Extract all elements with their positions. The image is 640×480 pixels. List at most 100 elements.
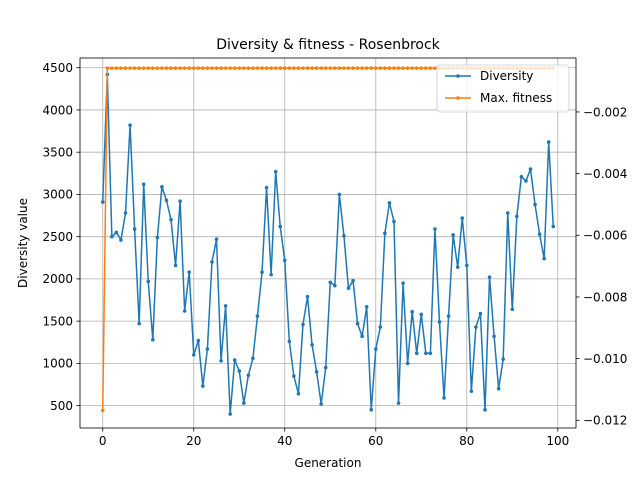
data-point-max-fitness [119, 66, 123, 70]
y2-tick-label: −0.004 [583, 167, 627, 181]
data-point-max-fitness [210, 66, 214, 70]
data-point-diversity [219, 359, 223, 363]
data-point-max-fitness [187, 66, 192, 70]
data-point-max-fitness [428, 66, 433, 70]
data-point-diversity [483, 408, 487, 412]
data-point-diversity [301, 322, 305, 327]
data-point-max-fitness [310, 66, 314, 70]
data-point-max-fitness [146, 66, 151, 70]
data-point-diversity [355, 321, 360, 326]
x-axis-label: Generation [295, 456, 362, 470]
data-point-diversity [419, 312, 424, 317]
data-point-diversity [487, 275, 492, 280]
data-point-max-fitness [405, 66, 410, 70]
data-point-diversity [296, 391, 301, 396]
data-point-max-fitness [273, 66, 278, 70]
x-tick-label: 80 [459, 434, 474, 448]
data-point-diversity [510, 307, 515, 312]
data-point-diversity [255, 314, 260, 318]
series-line-max-fitness [102, 67, 554, 411]
data-point-diversity [451, 233, 455, 237]
data-point-max-fitness [114, 66, 119, 70]
data-point-diversity [546, 140, 551, 144]
data-point-max-fitness [360, 66, 364, 70]
data-point-diversity [360, 334, 364, 339]
data-point-diversity [123, 211, 128, 215]
y-tick-label: 2000 [42, 272, 73, 286]
data-point-diversity [542, 256, 546, 261]
legend-label-diversity: Diversity [480, 69, 533, 83]
data-point-max-fitness [160, 66, 164, 70]
data-point-diversity [533, 202, 537, 207]
data-point-max-fitness [232, 66, 237, 70]
data-point-diversity [383, 231, 387, 236]
data-point-diversity [132, 227, 137, 231]
data-point-diversity [173, 263, 178, 268]
data-point-max-fitness [132, 66, 137, 70]
x-tick-label: 40 [277, 434, 292, 448]
series-diversity [100, 72, 556, 416]
data-point-diversity [205, 347, 210, 351]
data-point-max-fitness [396, 66, 401, 70]
data-point-diversity [410, 310, 414, 314]
data-point-diversity [515, 214, 519, 219]
y-tick-label: 500 [50, 399, 73, 413]
data-point-diversity [164, 198, 169, 203]
data-point-diversity [214, 237, 219, 241]
data-point-diversity [246, 373, 251, 378]
data-point-diversity [428, 351, 433, 356]
data-point-diversity [201, 384, 205, 388]
data-point-diversity [228, 412, 232, 416]
data-point-diversity [260, 270, 264, 274]
x-tick-label: 60 [368, 434, 383, 448]
data-point-diversity [478, 311, 483, 316]
data-point-diversity [151, 337, 155, 342]
data-point-max-fitness [301, 66, 305, 70]
data-point-diversity [524, 179, 528, 183]
data-point-diversity [278, 224, 283, 229]
data-point-diversity [387, 201, 392, 205]
y-tick-label: 1000 [42, 357, 73, 371]
data-point-diversity [392, 219, 396, 224]
data-point-max-fitness [364, 66, 369, 70]
data-point-max-fitness [355, 66, 360, 70]
data-point-diversity [328, 280, 333, 285]
data-point-diversity [119, 238, 123, 242]
plot-area-frame [79, 57, 577, 429]
data-point-max-fitness [264, 66, 269, 70]
data-point-diversity [210, 260, 214, 264]
y-tick-label: 2500 [42, 230, 73, 244]
data-point-diversity [251, 356, 255, 361]
data-point-diversity [396, 401, 401, 405]
chart-title: Diversity & fitness - Rosenbrock [216, 37, 440, 53]
y2-tick-label: −0.010 [583, 352, 627, 366]
data-point-diversity [501, 357, 505, 361]
data-point-max-fitness [105, 66, 110, 70]
data-point-max-fitness [296, 66, 301, 70]
data-point-diversity [460, 216, 465, 220]
data-point-diversity [232, 358, 237, 362]
data-point-diversity [378, 325, 383, 329]
data-point-max-fitness [333, 66, 337, 70]
data-point-diversity [469, 389, 474, 394]
data-point-diversity [337, 192, 342, 197]
data-point-max-fitness [278, 66, 283, 70]
x-tick-label: 0 [99, 434, 107, 448]
data-point-max-fitness [383, 66, 387, 70]
data-point-max-fitness [141, 66, 146, 70]
data-point-max-fitness [414, 66, 419, 70]
data-point-max-fitness [410, 66, 414, 70]
data-point-max-fitness [214, 66, 219, 70]
y-tick-label: 4000 [42, 103, 73, 117]
data-point-max-fitness [373, 66, 378, 70]
data-point-diversity [433, 227, 437, 231]
data-point-diversity [223, 304, 228, 308]
data-point-max-fitness [242, 66, 246, 70]
data-point-diversity [137, 321, 141, 326]
data-point-max-fitness [205, 66, 210, 70]
data-point-diversity [474, 325, 478, 329]
series-line-diversity [102, 73, 554, 415]
data-point-diversity [333, 283, 337, 288]
data-point-max-fitness [137, 66, 141, 70]
data-point-max-fitness [401, 66, 405, 70]
